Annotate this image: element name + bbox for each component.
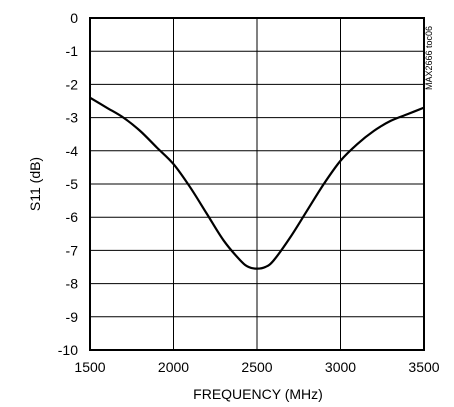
- y-tick-label: -9: [66, 309, 79, 325]
- x-tick-label: 2000: [158, 359, 189, 375]
- y-tick-label: -2: [66, 76, 79, 92]
- x-axis-label: FREQUENCY (MHz): [193, 386, 323, 402]
- figure-code-label: MAX2666 toc06: [424, 26, 434, 90]
- x-tick-labels: 1500 2000 2500 3000 3500: [74, 359, 439, 375]
- x-tick-label: 3500: [408, 359, 439, 375]
- y-tick-label: -7: [66, 242, 79, 258]
- y-tick-label: -10: [58, 342, 78, 358]
- y-axis-label: S11 (dB): [27, 157, 43, 211]
- y-tick-label: -5: [66, 176, 79, 192]
- y-tick-label: -8: [66, 276, 79, 292]
- y-tick-label: -4: [66, 143, 79, 159]
- y-tick-label: -3: [66, 110, 79, 126]
- y-tick-label: -6: [66, 209, 79, 225]
- y-tick-label: -1: [66, 43, 79, 59]
- grid: [90, 18, 424, 350]
- y-tick-label: 0: [70, 10, 78, 26]
- x-tick-label: 1500: [74, 359, 105, 375]
- x-tick-label: 2500: [241, 359, 272, 375]
- y-tick-labels: 0 -1 -2 -3 -4 -5 -6 -7 -8 -9 -10: [58, 10, 78, 358]
- x-tick-label: 3000: [325, 359, 356, 375]
